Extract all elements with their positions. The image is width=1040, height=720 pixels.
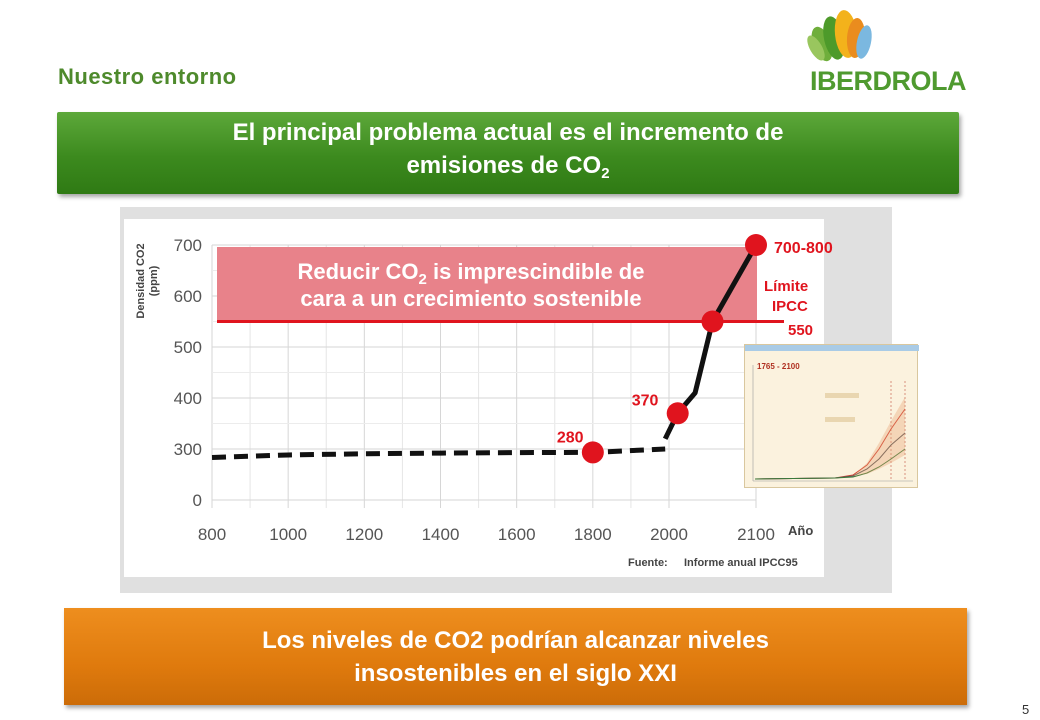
x-tick-label: 1200 — [345, 525, 383, 544]
inset-range-band — [853, 397, 905, 476]
inset-projection-chart: 1765 - 2100 — [744, 344, 919, 488]
source-label: Fuente: — [628, 557, 668, 569]
y-axis-label-text: Densidad CO2 — [135, 243, 147, 318]
highlight-text-line-2: cara a un crecimiento sostenible — [300, 286, 641, 311]
y-tick-label: 500 — [174, 338, 202, 357]
chart-markers: 280 370 700-800 — [557, 234, 833, 464]
data-marker — [666, 402, 689, 425]
chart-axes: 0 300 400 500 600 700 800 1000 1200 1400 1600 1800 2… — [174, 236, 775, 544]
highlight-text-line-1-prefix: Reducir CO — [297, 259, 418, 284]
conclusion-line-2: insostenibles en el siglo XXI — [354, 659, 677, 687]
data-label: 700-800 — [774, 240, 833, 257]
source-value: Informe anual IPCC95 — [684, 557, 798, 569]
logo-drops-icon — [807, 10, 872, 62]
y-tick-label: 600 — [174, 287, 202, 306]
logo-text: IBERDROLA — [810, 66, 967, 96]
x-tick-label: 1000 — [269, 525, 307, 544]
threshold-label-line-1: Límite — [764, 278, 808, 295]
conclusion-line-1: Los niveles de CO2 podrían alcanzar nive… — [262, 626, 769, 654]
inset-label: 1765 - 2100 — [757, 362, 800, 371]
inset-note — [825, 393, 859, 398]
data-label: 370 — [632, 392, 659, 409]
headline-line-2-subscript: 2 — [601, 165, 610, 182]
data-marker — [745, 234, 767, 256]
threshold-label-line-2: IPCC — [772, 298, 808, 315]
data-marker — [701, 310, 724, 333]
iberdrola-logo: IBERDROLA — [800, 4, 1000, 100]
x-axis-label: Año — [788, 523, 813, 538]
headline-line-2-text: emisiones de CO — [406, 152, 602, 179]
x-tick-label: 1600 — [498, 525, 536, 544]
headline-line-1: El principal problema actual es el incre… — [232, 119, 784, 146]
highlight-text-line-1: Reducir CO2 is imprescindible de — [297, 259, 644, 288]
inset-line-low — [754, 448, 906, 480]
x-tick-label: 2000 — [650, 525, 688, 544]
data-label: 280 — [557, 429, 584, 446]
co2-chart: Reducir CO2 is imprescindible de cara a … — [135, 234, 833, 569]
x-tick-label: 1800 — [574, 525, 612, 544]
highlight-text-line-1-subscript: 2 — [419, 271, 427, 288]
threshold-value-label: 550 — [788, 322, 813, 339]
inset-header-bar — [745, 345, 919, 351]
headline-banner: El principal problema actual es el incre… — [57, 112, 959, 194]
y-tick-label: 300 — [174, 440, 202, 459]
x-tick-label: 1400 — [422, 525, 460, 544]
y-axis-label-unit: (ppm) — [148, 265, 160, 296]
x-tick-label: 2100 — [737, 525, 775, 544]
headline-line-2: emisiones de CO2 — [57, 149, 959, 190]
highlight-text-line-1-suffix: is imprescindible de — [427, 259, 645, 284]
inset-note — [825, 417, 855, 422]
x-tick-label: 800 — [198, 525, 226, 544]
page-number: 5 — [1022, 702, 1030, 717]
conclusion-banner: Los niveles de CO2 podrían alcanzar nive… — [64, 608, 967, 705]
y-tick-label: 0 — [193, 491, 202, 510]
y-tick-label: 700 — [174, 236, 202, 255]
data-marker — [581, 441, 604, 464]
highlight-box — [217, 247, 757, 322]
section-title: Nuestro entorno — [58, 64, 237, 89]
y-tick-label: 400 — [174, 389, 202, 408]
inset-chart-graphic: 1765 - 2100 — [745, 345, 919, 482]
y-axis-label: Densidad CO2(ppm) — [135, 243, 160, 318]
